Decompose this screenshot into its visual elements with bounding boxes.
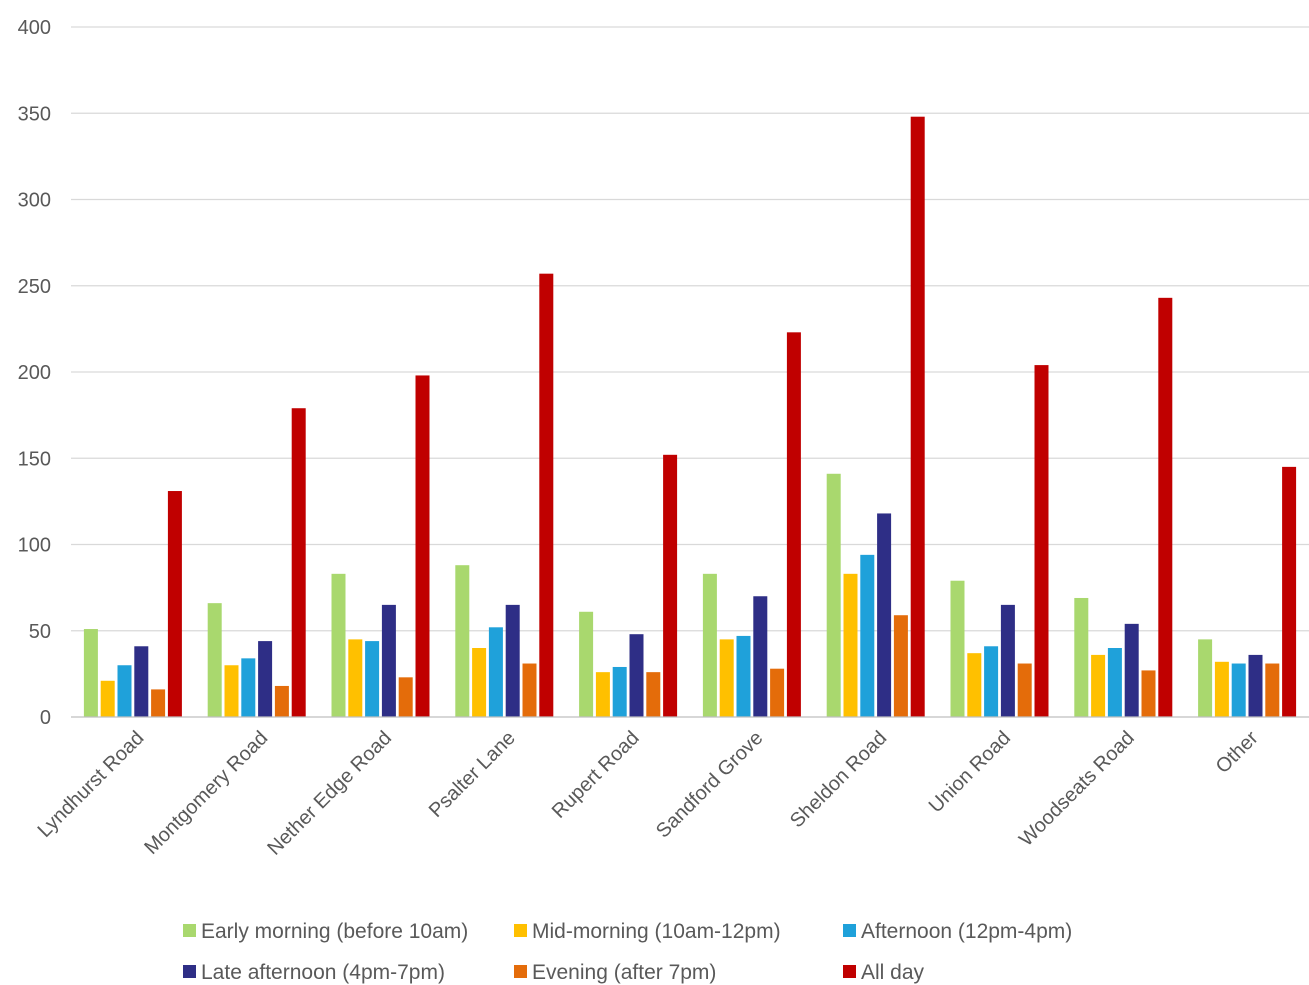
x-tick-label: Sandford Grove	[652, 727, 767, 842]
bar	[1034, 365, 1049, 717]
legend-swatch	[183, 965, 196, 978]
bar	[1248, 654, 1263, 717]
bar	[877, 513, 892, 717]
y-tick-label: 50	[29, 621, 51, 643]
bar	[331, 573, 346, 717]
x-tick-label: Rupert Road	[548, 727, 644, 823]
bar	[702, 573, 717, 717]
bars	[83, 116, 1297, 717]
x-tick-label: Lyndhurst Road	[34, 727, 149, 842]
bar	[753, 596, 768, 717]
y-tick-label: 300	[18, 190, 51, 212]
bar	[1107, 648, 1122, 717]
bar	[1231, 663, 1246, 717]
legend-swatch	[843, 965, 856, 978]
bar	[472, 648, 487, 717]
y-tick-label: 400	[18, 17, 51, 39]
bar	[167, 491, 182, 717]
bar	[365, 641, 380, 717]
bar	[826, 473, 841, 717]
bar	[967, 653, 982, 717]
bar	[398, 677, 413, 717]
y-tick-label: 100	[18, 535, 51, 557]
bar	[1198, 639, 1213, 717]
legend-label: Evening (after 7pm)	[532, 961, 716, 984]
legend-label: Early morning (before 10am)	[201, 920, 468, 943]
bar	[348, 639, 363, 717]
bar	[224, 665, 239, 717]
bar	[984, 646, 999, 717]
x-tick-label: Nether Edge Road	[263, 727, 396, 860]
legend-swatch	[183, 924, 196, 937]
y-tick-label: 200	[18, 362, 51, 384]
x-tick-label: Union Road	[925, 727, 1015, 817]
x-tick-label: Woodseats Road	[1015, 727, 1139, 851]
bar	[786, 332, 801, 717]
legend: Early morning (before 10am) Mid-morning (…	[183, 920, 1072, 984]
bar	[1282, 466, 1297, 717]
legend-label: All day	[861, 961, 925, 984]
bar	[612, 666, 627, 717]
bar	[719, 639, 734, 717]
bar	[595, 672, 610, 717]
bar	[117, 665, 132, 717]
legend-label: Mid-morning (10am-12pm)	[532, 920, 781, 943]
bar	[241, 658, 256, 717]
bar	[151, 689, 166, 717]
bar	[1017, 663, 1032, 717]
bar	[83, 629, 98, 717]
bar	[274, 685, 289, 717]
bar	[207, 603, 222, 717]
bar	[1158, 297, 1173, 717]
bar	[770, 668, 785, 717]
bar	[488, 627, 503, 717]
bar	[539, 273, 554, 717]
bar	[950, 580, 965, 717]
bar	[910, 116, 925, 717]
x-tick-label: Other	[1212, 727, 1263, 778]
bar	[1141, 670, 1156, 717]
bar	[843, 573, 858, 717]
bar	[1124, 623, 1139, 717]
bar	[1214, 661, 1229, 717]
y-tick-label: 0	[40, 707, 51, 729]
bar	[381, 604, 396, 717]
legend-label: Late afternoon (4pm-7pm)	[201, 961, 445, 984]
bar	[663, 454, 678, 717]
legend-swatch	[514, 924, 527, 937]
legend-swatch	[843, 924, 856, 937]
gridlines	[71, 26, 1309, 632]
bar	[134, 646, 149, 717]
bar	[1000, 604, 1015, 717]
bar	[1091, 654, 1106, 717]
bar	[893, 615, 908, 717]
bar	[579, 611, 594, 717]
x-tick-label: Montgomery Road	[140, 727, 272, 859]
bar	[455, 565, 470, 717]
legend-label: Afternoon (12pm-4pm)	[861, 920, 1072, 943]
bar	[1265, 663, 1280, 717]
bar	[291, 408, 306, 717]
y-tick-label: 250	[18, 276, 51, 298]
x-tick-label: Sheldon Road	[786, 727, 891, 832]
y-axis-ticks: 0 50 100 150 200 250 300 350 400	[18, 17, 51, 729]
bar	[860, 554, 875, 717]
bar	[415, 375, 430, 717]
bar	[629, 634, 644, 717]
x-tick-label: Psalter Lane	[425, 727, 520, 822]
bar	[522, 663, 537, 717]
bar	[1074, 597, 1089, 717]
bar	[646, 672, 661, 717]
legend-swatch	[514, 965, 527, 978]
bar	[258, 641, 273, 717]
bar	[505, 604, 520, 717]
bar	[736, 635, 751, 717]
bar	[100, 680, 115, 717]
y-tick-label: 350	[18, 103, 51, 125]
y-tick-label: 150	[18, 448, 51, 470]
